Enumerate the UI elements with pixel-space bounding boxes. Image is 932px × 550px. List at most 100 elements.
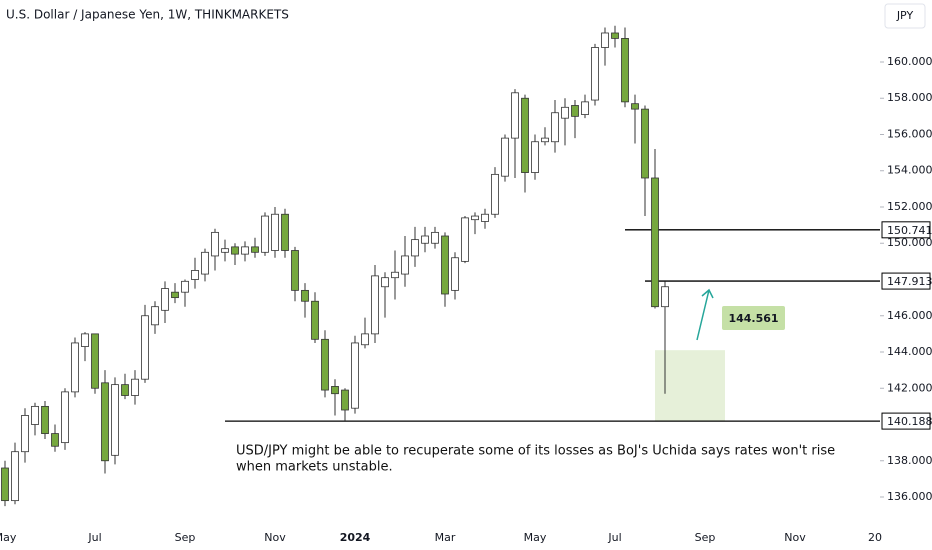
- candle-body: [351, 342, 359, 409]
- candle-body: [271, 213, 279, 251]
- candle-body: [361, 333, 369, 346]
- y-tick-label: 158.000: [887, 91, 932, 104]
- x-tick-label: 2024: [340, 531, 371, 544]
- candle-body: [111, 384, 119, 456]
- y-tick-label: 136.000: [887, 490, 932, 503]
- candle-body: [541, 137, 549, 143]
- annotation: when markets unstable.: [236, 460, 393, 475]
- candle-body: [31, 405, 39, 425]
- candle-body: [21, 415, 29, 453]
- x-tick-label: May: [524, 531, 547, 544]
- candle-body: [611, 32, 619, 39]
- candle-body: [191, 270, 199, 280]
- x-tick-label: Mar: [435, 531, 456, 544]
- y-tick-label: 142.000: [887, 381, 932, 394]
- level-label: 150.741: [887, 224, 932, 237]
- candle-body: [251, 246, 259, 253]
- candle-body: [51, 433, 59, 447]
- candle-body: [241, 246, 249, 255]
- candle-body: [511, 92, 519, 139]
- y-tick-label: 150.000: [887, 236, 932, 249]
- callout-label: 144.561: [728, 312, 778, 325]
- candle-body: [331, 386, 339, 395]
- candle-body: [1, 467, 9, 502]
- annotation: USD/JPY might be able to recuperate some…: [236, 444, 835, 459]
- candle-body: [571, 105, 579, 117]
- candle-body: [71, 342, 79, 393]
- y-tick-label: 138.000: [887, 454, 932, 467]
- candle-body: [221, 248, 229, 253]
- level-label: 140.188: [887, 415, 932, 428]
- candle-body: [451, 257, 459, 291]
- candle-body: [171, 291, 179, 299]
- y-tick-label: 156.000: [887, 127, 932, 140]
- candle-body: [301, 289, 309, 302]
- candle-body: [321, 338, 329, 391]
- candle-body: [651, 177, 659, 308]
- candle-body: [121, 384, 129, 396]
- candle-body: [181, 280, 189, 293]
- candle-body: [471, 215, 479, 221]
- candle-body: [381, 277, 389, 288]
- chart-title: U.S. Dollar / Japanese Yen, 1W, THINKMAR…: [6, 8, 289, 22]
- candle-body: [601, 32, 609, 48]
- candle-body: [621, 38, 629, 103]
- candle-body: [261, 215, 269, 253]
- x-tick-label: Nov: [784, 531, 806, 544]
- candle-body: [311, 300, 319, 340]
- candle-body: [281, 213, 289, 251]
- arrow: [696, 288, 714, 341]
- level-label: 147.913: [887, 275, 932, 288]
- candle-body: [291, 250, 299, 291]
- candle-body: [551, 112, 559, 143]
- x-tick-label: Jul: [607, 531, 621, 544]
- candle-body: [151, 306, 159, 326]
- candle-body: [81, 333, 89, 347]
- candle-body: [41, 405, 49, 434]
- x-tick-label: 20: [868, 531, 882, 544]
- candle-body: [411, 239, 419, 257]
- candle-body: [131, 378, 139, 396]
- x-tick-label: Nov: [264, 531, 286, 544]
- level-box: [881, 412, 931, 430]
- y-tick-label: 144.000: [887, 345, 932, 358]
- candle-body: [631, 103, 639, 110]
- currency-button[interactable]: [884, 3, 926, 29]
- candle-body: [421, 235, 429, 244]
- candle-body: [61, 391, 69, 444]
- candle-body: [591, 47, 599, 101]
- candle-body: [481, 213, 489, 222]
- callout-box: [722, 306, 785, 330]
- y-tick-label: 160.000: [887, 55, 932, 68]
- candle-body: [231, 246, 239, 255]
- candle-body: [341, 389, 349, 411]
- x-tick-label: Jul: [87, 531, 101, 544]
- y-tick-label: 154.000: [887, 164, 932, 177]
- currency-label[interactable]: JPY: [896, 9, 914, 22]
- candle-body: [371, 275, 379, 335]
- candle-body: [201, 251, 209, 275]
- y-tick-label: 146.000: [887, 309, 932, 322]
- candle-body: [211, 231, 219, 257]
- level-box: [881, 221, 931, 239]
- candle-body: [661, 286, 669, 308]
- x-tick-label: Sep: [175, 531, 196, 544]
- candle-body: [161, 288, 169, 311]
- candle-body: [561, 106, 569, 119]
- level-box: [881, 272, 931, 290]
- candle-body: [391, 271, 399, 279]
- candle-body: [641, 108, 649, 179]
- candle-body: [521, 97, 529, 173]
- candle-body: [441, 235, 449, 295]
- candle-body: [11, 451, 19, 502]
- candle-body: [501, 137, 509, 177]
- candle-body: [461, 217, 469, 262]
- x-tick-label: Sep: [695, 531, 716, 544]
- candle-body: [101, 382, 109, 462]
- candle-body: [491, 173, 499, 215]
- candle-body: [141, 315, 149, 380]
- candle-body: [91, 333, 99, 389]
- candle-body: [401, 255, 409, 275]
